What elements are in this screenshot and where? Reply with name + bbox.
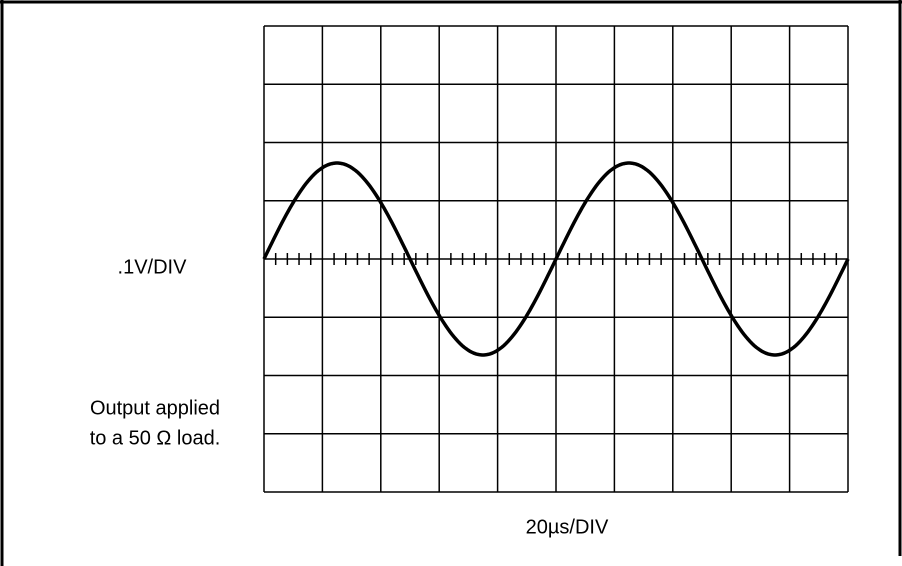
sine-trace (262, 161, 850, 357)
note-line: to a 50 Ω load. (90, 427, 221, 449)
note-line: Output applied (90, 397, 220, 419)
horizontal-scale-label: 20µs/DIV (526, 516, 609, 538)
vertical-scale-label: .1V/DIV (118, 256, 188, 278)
